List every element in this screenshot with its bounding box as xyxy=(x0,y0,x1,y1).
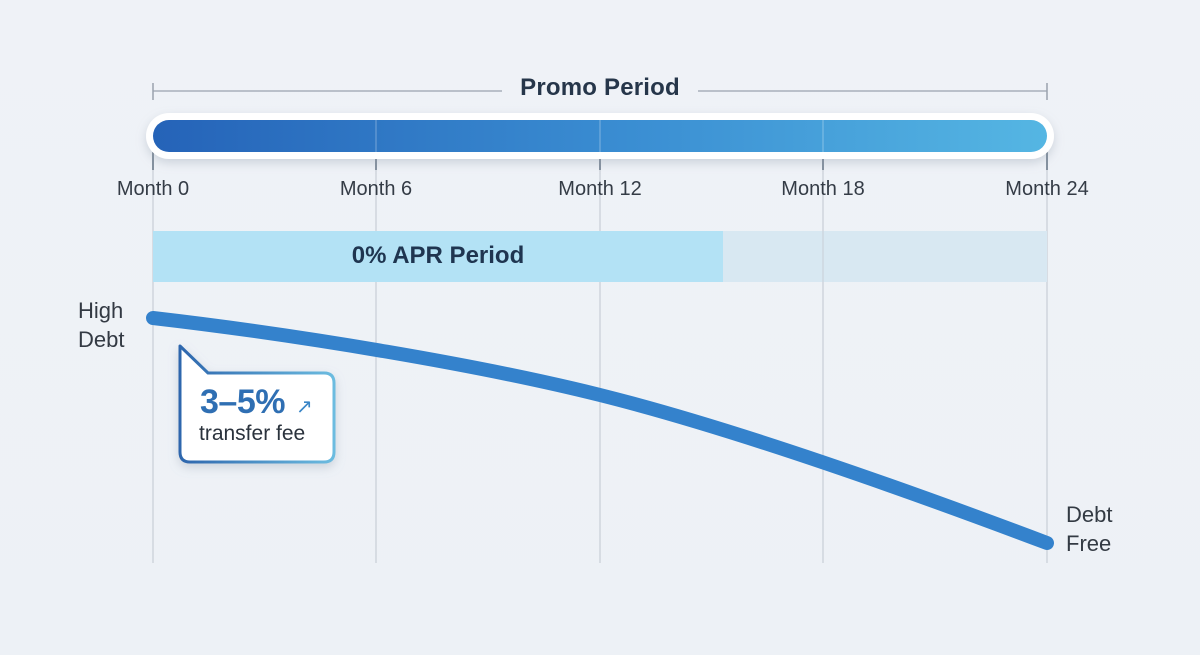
high-debt-label-line2: Debt xyxy=(78,327,125,352)
apr-period-label: 0% APR Period xyxy=(351,242,525,269)
tick-label-month-6: Month 6 xyxy=(339,178,413,200)
tick-label-month-18: Month 18 xyxy=(781,178,865,200)
transfer-fee-callout xyxy=(178,344,336,464)
promo-period-title-text: Promo Period xyxy=(502,74,698,101)
tick-label-month-12: Month 12 xyxy=(558,178,642,200)
transfer-fee-percentage: 3–5% xyxy=(200,383,285,421)
debt-free-label-line1: Debt xyxy=(1066,502,1113,527)
debt-free-label: Debt Free xyxy=(1066,500,1112,558)
grid-lines xyxy=(152,152,1048,563)
apr-band xyxy=(153,231,1047,282)
tick-label-month-0: Month 0 xyxy=(116,178,190,200)
debt-curve xyxy=(146,311,1054,550)
high-debt-label-line1: High xyxy=(78,298,124,323)
high-debt-label: High Debt xyxy=(78,296,124,354)
transfer-fee-text: transfer fee xyxy=(199,422,306,445)
tick-label-month-24: Month 24 xyxy=(1005,178,1089,200)
promo-timeline-bar xyxy=(146,113,1054,159)
debt-free-label-line2: Free xyxy=(1066,531,1112,556)
promo-period-title: Promo Period xyxy=(0,74,1200,102)
arrow-up-right-icon: ↗ xyxy=(296,396,313,418)
